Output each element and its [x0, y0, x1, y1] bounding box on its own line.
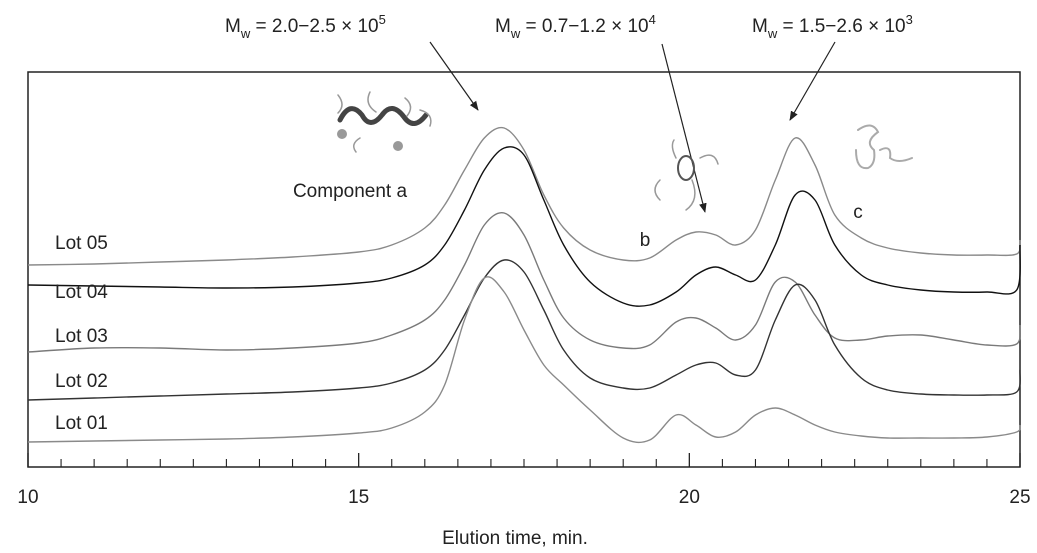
- mw-rest: = 0.7−1.2 × 10: [520, 16, 648, 37]
- x-tick-label: 25: [1009, 487, 1030, 508]
- mw-sub: w: [767, 26, 778, 41]
- x-tick-label: 20: [679, 487, 700, 508]
- series-label: Lot 01: [55, 413, 108, 434]
- mw-label: Mw = 2.0−2.5 × 105: [225, 12, 386, 41]
- x-tick-label: 15: [348, 487, 369, 508]
- trace: [27, 211, 1021, 353]
- annotation: Component a: [293, 181, 408, 202]
- mw-sup: 4: [649, 12, 656, 27]
- mw-sup: 5: [379, 12, 386, 27]
- trace: [27, 146, 1021, 307]
- mw-labels: Mw = 2.0−2.5 × 105 Mw = 0.7−1.2 × 104 Mw =…: [225, 12, 913, 41]
- molecule-icons: [337, 91, 913, 211]
- plot-frame: [27, 71, 1021, 468]
- mw-label: Mw = 0.7−1.2 × 104: [495, 12, 656, 41]
- series-label: Lot 04: [55, 282, 108, 303]
- mw-label: Mw = 1.5−2.6 × 103: [752, 12, 913, 41]
- series-label: Lot 02: [55, 371, 108, 392]
- mw-main: M: [752, 16, 768, 37]
- arrow: [429, 41, 479, 111]
- arrow: [789, 41, 836, 121]
- trace: [27, 276, 1021, 444]
- annotation: c: [853, 202, 863, 223]
- mw-sub: w: [510, 26, 521, 41]
- trace: [27, 259, 1021, 401]
- mw-main: M: [225, 16, 241, 37]
- mw-rest: = 2.0−2.5 × 10: [250, 16, 378, 37]
- mw-rest: = 1.5−2.6 × 10: [777, 16, 905, 37]
- mw-sup: 3: [906, 12, 913, 27]
- x-axis-title: Elution time, min.: [442, 528, 588, 549]
- x-tick-label: 10: [17, 487, 38, 508]
- arrow: [661, 43, 707, 213]
- annotation: b: [640, 230, 651, 251]
- mw-main: M: [495, 16, 511, 37]
- series-label: Lot 05: [55, 233, 108, 254]
- mw-sub: w: [240, 26, 251, 41]
- trace: [27, 126, 1021, 266]
- series-label: Lot 03: [55, 326, 108, 347]
